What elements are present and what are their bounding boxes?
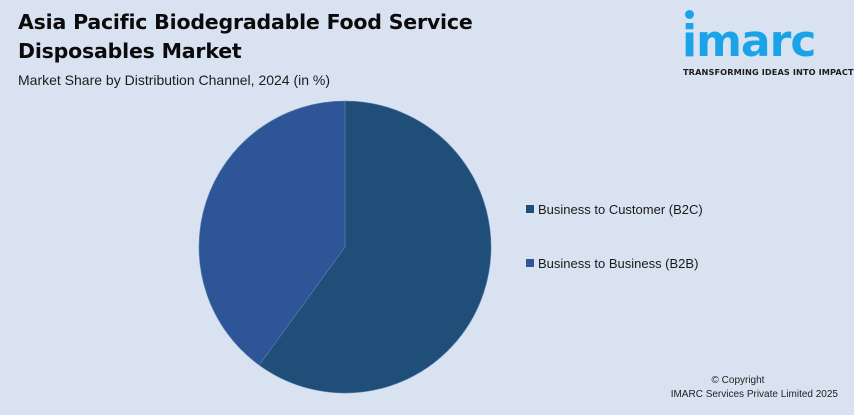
- legend-swatch-b2c: [526, 205, 534, 213]
- legend-swatch-b2b: [526, 259, 534, 267]
- logo-tagline: TRANSFORMING IDEAS INTO IMPACT: [683, 67, 854, 77]
- legend-item-b2b: Business to Business (B2B): [526, 254, 703, 272]
- copyright-line-1: © Copyright: [711, 375, 765, 386]
- imarc-logo: imarc TRANSFORMING IDEAS INTO IMPACT: [682, 8, 854, 80]
- chart-legend: Business to Customer (B2C) Business to B…: [526, 200, 703, 272]
- logo-dot-icon: [685, 10, 694, 19]
- legend-item-b2c: Business to Customer (B2C): [526, 200, 703, 218]
- pie-slice-b2c: [258, 100, 492, 394]
- pie-slice-b2b: [198, 100, 346, 366]
- legend-label-b2c: Business to Customer (B2C): [538, 201, 703, 217]
- chart-title: Asia Pacific Biodegradable Food Service …: [18, 10, 473, 63]
- legend-label-b2b: Business to Business (B2B): [538, 255, 699, 271]
- chart-subtitle: Market Share by Distribution Channel, 20…: [18, 72, 331, 88]
- logo-wordmark: imarc: [682, 16, 816, 67]
- copyright-line-2: IMARC Services Private Limited 2025: [670, 389, 838, 400]
- copyright: © Copyright IMARC Services Private Limit…: [638, 374, 838, 402]
